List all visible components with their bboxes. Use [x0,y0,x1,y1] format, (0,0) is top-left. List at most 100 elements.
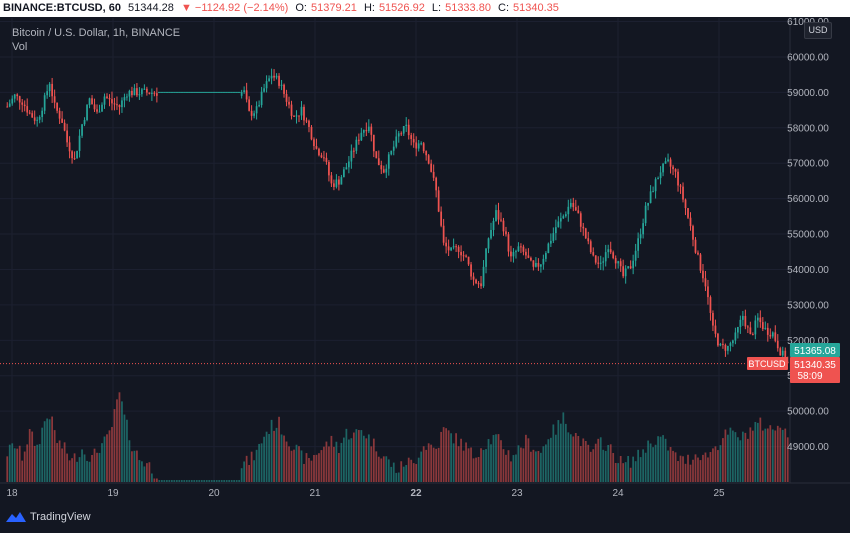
volume-bar [460,438,462,482]
candles[interactable] [6,68,789,365]
volume-bar [727,434,729,482]
tradingview-logo[interactable]: TradingView [6,511,91,523]
volume-bar [432,447,435,482]
volume-bar [505,454,507,482]
volume-bar [38,444,41,482]
candle-body [756,317,759,321]
candle-body [26,106,29,113]
volume-bar [41,427,44,482]
candle-body [21,102,24,105]
volume-bar [250,451,253,482]
close-label: C: [498,2,510,14]
volume-bar [245,455,248,482]
low-label: L: [431,2,442,14]
candle-body [106,96,108,99]
volume-bar [667,450,669,482]
volume-bar [71,458,73,482]
volume-bar [243,461,246,482]
candle-body [138,94,141,96]
candle-body [255,106,258,114]
time-tick-label: 18 [6,488,18,499]
candle-body [727,345,729,351]
volume-bar [634,461,637,482]
time-axis[interactable] [0,483,850,503]
volume-bar [549,437,552,482]
volume-bar [669,447,672,482]
candle-body [771,332,774,337]
brand-name: TradingView [30,511,91,523]
volume-bar [136,450,138,482]
candle-body [91,98,93,105]
symbol-badge-text: BTCUSD [748,359,786,369]
currency-button[interactable]: USD [804,22,832,39]
candle-body [58,110,61,119]
candle-body [38,116,41,120]
candle-body [467,256,470,265]
volume-bar [263,436,265,482]
volume-bar [644,452,647,482]
volume-bar [91,455,93,482]
volume-indicator-label[interactable]: Vol [12,41,28,53]
candle-body [116,104,118,106]
volume-bar [76,461,78,482]
volume-bar [98,452,101,482]
volume-bar [56,443,58,482]
volume-bar [500,440,502,482]
candle-body [724,344,727,351]
candle-body [572,202,575,208]
candle-body [487,238,490,249]
candle-body [450,247,452,251]
volume-bar [430,444,433,482]
candle-body [8,103,11,107]
candle-body [520,246,522,248]
volume-bar [619,455,622,482]
candle-body [751,334,754,336]
candle-body [717,333,719,346]
volume-bar [175,480,178,482]
candle-body [253,113,255,116]
volume-bar [31,431,34,482]
volume-bar [554,434,557,482]
candle-body [240,92,243,96]
volume-bar [160,480,163,482]
candle-body [355,139,358,151]
candle-body [427,155,430,164]
candle-body [437,190,440,212]
candle-body [270,75,273,79]
volume-bar [654,444,657,482]
volume-bar [761,430,764,482]
candle-body [385,168,388,173]
volume-bar [123,414,126,482]
price-axis[interactable] [790,17,850,483]
volume-bar [445,428,447,482]
candle-body [682,186,684,200]
price-tick-label: 50000.00 [787,407,829,418]
volume-bar [101,443,103,482]
candle-body [746,326,749,328]
volume-bar [220,480,223,482]
candle-body [692,226,694,240]
candle-body [133,88,136,96]
volume-bar [138,460,141,482]
candle-body [325,157,328,162]
candle-body [582,226,585,229]
volume-bar [547,439,550,482]
candle-body [774,332,777,341]
time-tick-label: 19 [107,488,119,499]
symbol-interval[interactable]: BINANCE:BTCUSD, 60 [3,2,121,14]
candle-body [155,93,158,96]
candle-body [402,126,405,134]
volume-bar [285,441,288,482]
candle-body [629,266,632,269]
candle-body [146,88,148,93]
candle-body [280,84,283,86]
candle-body [702,270,704,279]
candle-body [303,106,305,121]
volume-bar [642,449,644,482]
volume-bar [295,444,298,482]
ohlc-header: BINANCE:BTCUSD, 60 51344.28 ▼ −1124.92 (… [0,0,850,17]
candle-body [527,255,530,258]
candle-body [400,133,403,135]
series-title[interactable]: Bitcoin / U.S. Dollar, 1h, BINANCE [12,27,181,39]
